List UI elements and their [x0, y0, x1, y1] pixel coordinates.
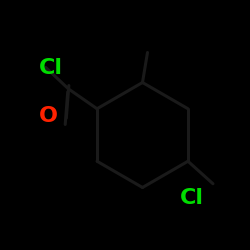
Text: O: O	[39, 106, 58, 126]
Text: Cl: Cl	[180, 188, 204, 208]
Text: Cl: Cl	[39, 58, 63, 78]
